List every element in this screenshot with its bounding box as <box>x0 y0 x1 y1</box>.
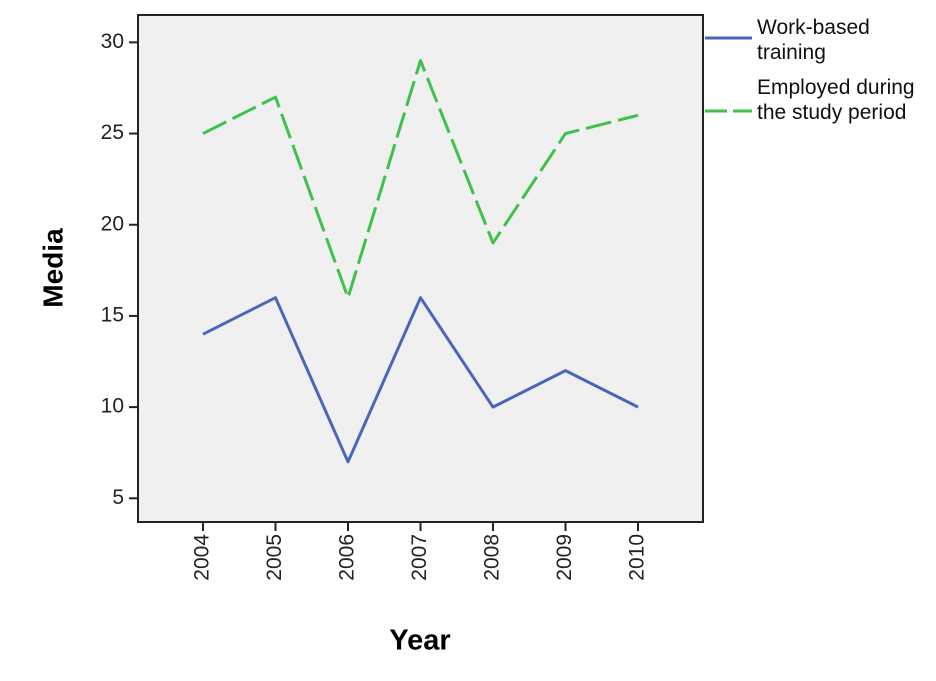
x-tick-label: 2005 <box>263 534 286 581</box>
x-tick-label: 2004 <box>191 534 214 581</box>
x-tick-label: 2010 <box>626 534 649 581</box>
x-tick-label: 2008 <box>481 534 504 581</box>
x-tick-label: 2007 <box>408 534 431 581</box>
x-tick-label: 2006 <box>336 534 359 581</box>
y-tick-label: 20 <box>101 212 124 235</box>
y-tick-label: 10 <box>101 395 124 418</box>
series-line <box>202 59 639 300</box>
y-tick-label: 25 <box>101 121 124 144</box>
y-tick-label: 15 <box>101 303 124 326</box>
legend-label: Employed during the study period <box>757 76 915 124</box>
x-tick-label: 2009 <box>553 534 576 581</box>
y-tick-label: 5 <box>112 486 124 509</box>
y-axis-title: Media <box>37 228 68 308</box>
legend-label: Work-based training <box>757 16 870 64</box>
plot-area <box>137 14 704 523</box>
y-tick-label: 30 <box>101 30 124 53</box>
series-line <box>202 296 639 464</box>
x-axis-title: Year <box>389 625 450 657</box>
